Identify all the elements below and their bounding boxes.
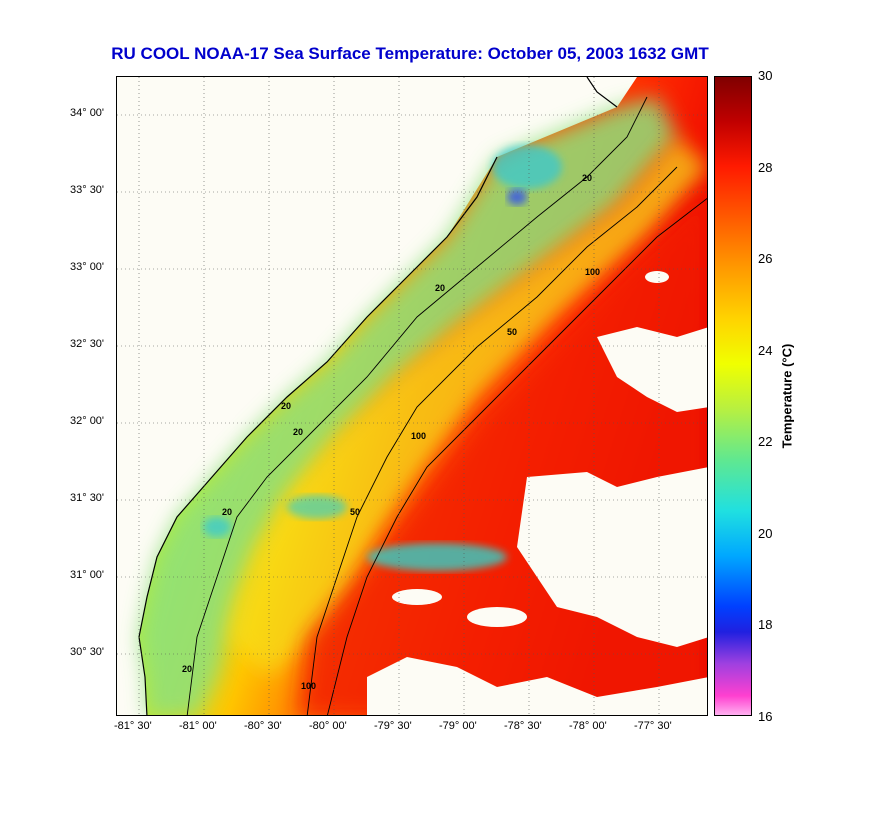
contour-label: 20 bbox=[182, 664, 192, 674]
contour-label: 100 bbox=[301, 681, 316, 691]
lon-label: -79° 00' bbox=[439, 720, 477, 732]
lat-label: 30° 30' bbox=[70, 646, 105, 658]
cool-patch bbox=[367, 543, 507, 571]
graticule bbox=[117, 77, 707, 715]
lon-label: -81° 00' bbox=[179, 720, 217, 732]
contour-label: 20 bbox=[281, 401, 291, 411]
lat-label: 33° 30' bbox=[70, 184, 105, 196]
cool-patch bbox=[287, 495, 347, 519]
colorbar-tick: 16 bbox=[758, 709, 773, 724]
cool-patch bbox=[507, 189, 527, 205]
lon-label: -80° 00' bbox=[309, 720, 347, 732]
contour-label: 50 bbox=[350, 507, 360, 517]
colorbar-tick: 26 bbox=[758, 251, 773, 266]
colorbar-tick: 22 bbox=[758, 434, 773, 449]
lon-label: -77° 30' bbox=[634, 720, 672, 732]
lon-label: -78° 00' bbox=[569, 720, 607, 732]
lon-label: -78° 30' bbox=[504, 720, 542, 732]
contour-label: 100 bbox=[411, 431, 426, 441]
colorbar-title: Temperature (°C) bbox=[779, 343, 795, 449]
sst-map: 20 20 20 20 20 20 50 50 100 100 100 bbox=[116, 76, 708, 716]
contour-label: 20 bbox=[582, 173, 592, 183]
lat-label: 34° 00' bbox=[70, 107, 105, 119]
cool-patch bbox=[203, 517, 231, 537]
lon-label: -80° 30' bbox=[244, 720, 282, 732]
colorbar-tick: 28 bbox=[758, 160, 773, 175]
lat-label: 32° 30' bbox=[70, 338, 105, 350]
contour-label: 20 bbox=[293, 427, 303, 437]
colorbar-tick: 20 bbox=[758, 526, 773, 541]
transition-water bbox=[227, 137, 707, 677]
cloud-masks bbox=[367, 271, 707, 715]
sst-map-canvas: 20 20 20 20 20 20 50 50 100 100 100 bbox=[117, 77, 707, 715]
contour-label: 20 bbox=[435, 283, 445, 293]
contour-label: 20 bbox=[222, 507, 232, 517]
colorbar-tick: 18 bbox=[758, 617, 773, 632]
lat-label: 31° 00' bbox=[70, 569, 105, 581]
cool-patch bbox=[492, 145, 562, 189]
contour-label: 50 bbox=[507, 327, 517, 337]
colorbar-tick: 24 bbox=[758, 343, 773, 358]
lat-label: 31° 30' bbox=[70, 492, 105, 504]
lat-label: 32° 00' bbox=[70, 415, 105, 427]
lat-label: 33° 00' bbox=[70, 261, 105, 273]
lon-label: -79° 30' bbox=[374, 720, 412, 732]
coastline bbox=[138, 77, 618, 715]
colorbar-tick: 30 bbox=[758, 68, 773, 83]
temperature-colorbar bbox=[714, 76, 752, 716]
map-title: RU COOL NOAA-17 Sea Surface Temperature:… bbox=[111, 44, 709, 63]
contour-label: 100 bbox=[585, 267, 600, 277]
lon-label: -81° 30' bbox=[114, 720, 152, 732]
nearshore-cool-water bbox=[139, 97, 677, 715]
